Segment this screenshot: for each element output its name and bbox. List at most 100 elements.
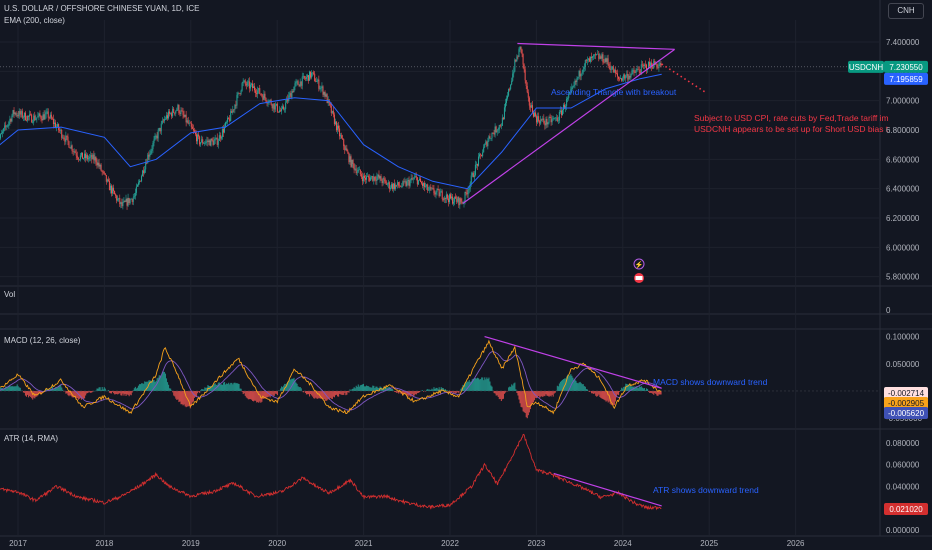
candle-body[interactable]: [550, 117, 552, 123]
candle-body[interactable]: [269, 100, 271, 101]
candle-body[interactable]: [318, 79, 320, 89]
candle-body[interactable]: [498, 125, 500, 130]
candle-body[interactable]: [154, 135, 156, 140]
candle-body[interactable]: [613, 69, 615, 73]
candle-body[interactable]: [479, 154, 481, 157]
candle-body[interactable]: [368, 176, 370, 178]
candle-body[interactable]: [471, 173, 473, 176]
candle-body[interactable]: [116, 195, 118, 201]
candle-body[interactable]: [100, 164, 102, 171]
candle-body[interactable]: [648, 61, 650, 69]
candle-body[interactable]: [581, 72, 583, 74]
candle-body[interactable]: [538, 116, 540, 121]
candle-body[interactable]: [527, 92, 529, 98]
candle-body[interactable]: [397, 182, 399, 186]
candle-body[interactable]: [117, 198, 119, 201]
candle-body[interactable]: [68, 141, 70, 148]
candle-body[interactable]: [464, 192, 466, 202]
candle-body[interactable]: [447, 198, 449, 203]
candle-body[interactable]: [615, 73, 617, 74]
candle-body[interactable]: [605, 58, 607, 62]
candle-body[interactable]: [37, 115, 39, 118]
candle-body[interactable]: [454, 196, 456, 202]
candle-body[interactable]: [17, 115, 19, 117]
candle-body[interactable]: [108, 181, 110, 191]
candle-body[interactable]: [310, 71, 312, 78]
candle-body[interactable]: [417, 180, 419, 185]
candle-body[interactable]: [157, 130, 159, 139]
candle-body[interactable]: [271, 104, 273, 109]
candle-body[interactable]: [24, 112, 26, 121]
candle-body[interactable]: [394, 183, 396, 189]
candle-body[interactable]: [286, 98, 288, 103]
candle-body[interactable]: [65, 135, 67, 142]
atr-indicator-label[interactable]: ATR (14, RMA): [4, 434, 59, 443]
candle-body[interactable]: [518, 49, 520, 58]
candle-body[interactable]: [110, 185, 112, 194]
candle-body[interactable]: [529, 105, 531, 108]
candle-body[interactable]: [433, 188, 435, 194]
candle-body[interactable]: [220, 136, 222, 139]
candle-body[interactable]: [650, 62, 652, 67]
candle-body[interactable]: [249, 84, 251, 89]
candle-body[interactable]: [244, 80, 246, 84]
candle-body[interactable]: [190, 123, 192, 127]
candle-body[interactable]: [113, 187, 115, 191]
candle-body[interactable]: [323, 91, 325, 95]
candle-body[interactable]: [573, 85, 575, 87]
candle-body[interactable]: [537, 116, 539, 123]
candle-body[interactable]: [257, 90, 259, 95]
candle-body[interactable]: [79, 155, 81, 160]
candle-body[interactable]: [390, 184, 392, 188]
candle-body[interactable]: [101, 170, 103, 172]
candle-body[interactable]: [225, 122, 227, 127]
candle-body[interactable]: [141, 176, 143, 182]
candle-body[interactable]: [575, 80, 577, 82]
candle-body[interactable]: [571, 87, 573, 90]
candle-body[interactable]: [446, 194, 448, 199]
candle-body[interactable]: [217, 140, 219, 145]
candle-body[interactable]: [367, 176, 369, 177]
candle-body[interactable]: [472, 173, 474, 178]
candle-body[interactable]: [497, 129, 499, 131]
candle-body[interactable]: [429, 187, 431, 190]
candle-body[interactable]: [19, 111, 21, 115]
candle-body[interactable]: [349, 156, 351, 163]
candle-body[interactable]: [175, 110, 177, 114]
candle-body[interactable]: [444, 197, 446, 199]
candle-body[interactable]: [57, 124, 59, 127]
candle-body[interactable]: [376, 176, 378, 181]
candle-body[interactable]: [149, 153, 151, 157]
candle-body[interactable]: [305, 77, 307, 79]
candle-body[interactable]: [192, 128, 194, 131]
candle-body[interactable]: [124, 200, 126, 202]
candle-body[interactable]: [360, 174, 362, 177]
candle-body[interactable]: [34, 115, 36, 120]
candle-body[interactable]: [59, 129, 61, 131]
candle-body[interactable]: [400, 186, 402, 187]
candle-body[interactable]: [255, 90, 257, 94]
candle-body[interactable]: [150, 150, 152, 154]
candle-body[interactable]: [536, 116, 538, 123]
candle-body[interactable]: [240, 90, 242, 94]
candle-body[interactable]: [61, 129, 63, 138]
candle-body[interactable]: [627, 73, 629, 80]
candle-body[interactable]: [182, 111, 184, 115]
candle-body[interactable]: [81, 152, 83, 159]
candle-body[interactable]: [313, 72, 315, 74]
candle-body[interactable]: [584, 60, 586, 67]
candle-body[interactable]: [69, 147, 71, 149]
candle-body[interactable]: [572, 86, 574, 88]
candle-body[interactable]: [2, 131, 4, 134]
candle-body[interactable]: [610, 69, 612, 71]
candle-body[interactable]: [20, 111, 22, 115]
candle-body[interactable]: [327, 99, 329, 104]
candle-body[interactable]: [343, 139, 345, 147]
candle-body[interactable]: [258, 88, 260, 91]
candle-body[interactable]: [597, 53, 599, 55]
candle-body[interactable]: [541, 119, 543, 121]
candle-body[interactable]: [38, 113, 40, 116]
candle-body[interactable]: [129, 199, 131, 204]
candle-body[interactable]: [483, 147, 485, 153]
